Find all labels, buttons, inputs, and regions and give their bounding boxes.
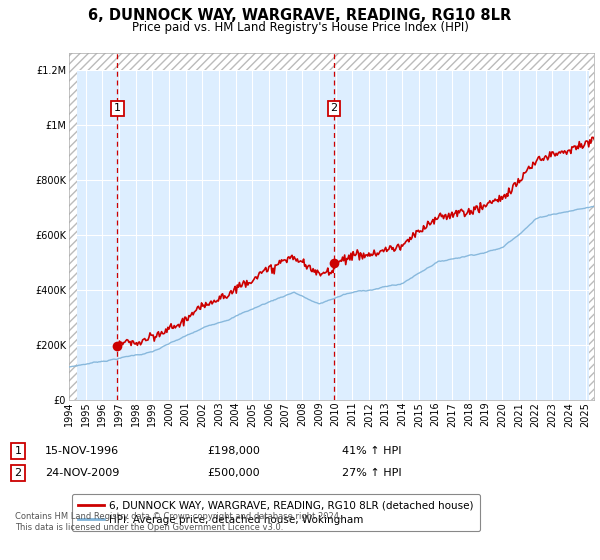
Text: 1: 1 [14,446,22,456]
Text: 2: 2 [14,468,22,478]
Text: 2: 2 [331,103,338,113]
Bar [69,53,594,70]
Text: 15-NOV-1996: 15-NOV-1996 [45,446,119,456]
Text: £500,000: £500,000 [207,468,260,478]
Text: 6, DUNNOCK WAY, WARGRAVE, READING, RG10 8LR: 6, DUNNOCK WAY, WARGRAVE, READING, RG10 … [88,8,512,24]
Text: £198,000: £198,000 [207,446,260,456]
Bar [589,53,598,400]
Text: 41% ↑ HPI: 41% ↑ HPI [342,446,401,456]
Text: 27% ↑ HPI: 27% ↑ HPI [342,468,401,478]
Text: 24-NOV-2009: 24-NOV-2009 [45,468,119,478]
Bar [69,53,77,400]
Text: Contains HM Land Registry data © Crown copyright and database right 2024.
This d: Contains HM Land Registry data © Crown c… [15,512,341,532]
Text: 1: 1 [114,103,121,113]
Text: Price paid vs. HM Land Registry's House Price Index (HPI): Price paid vs. HM Land Registry's House … [131,21,469,34]
Legend: 6, DUNNOCK WAY, WARGRAVE, READING, RG10 8LR (detached house), HPI: Average price: 6, DUNNOCK WAY, WARGRAVE, READING, RG10 … [71,494,480,531]
